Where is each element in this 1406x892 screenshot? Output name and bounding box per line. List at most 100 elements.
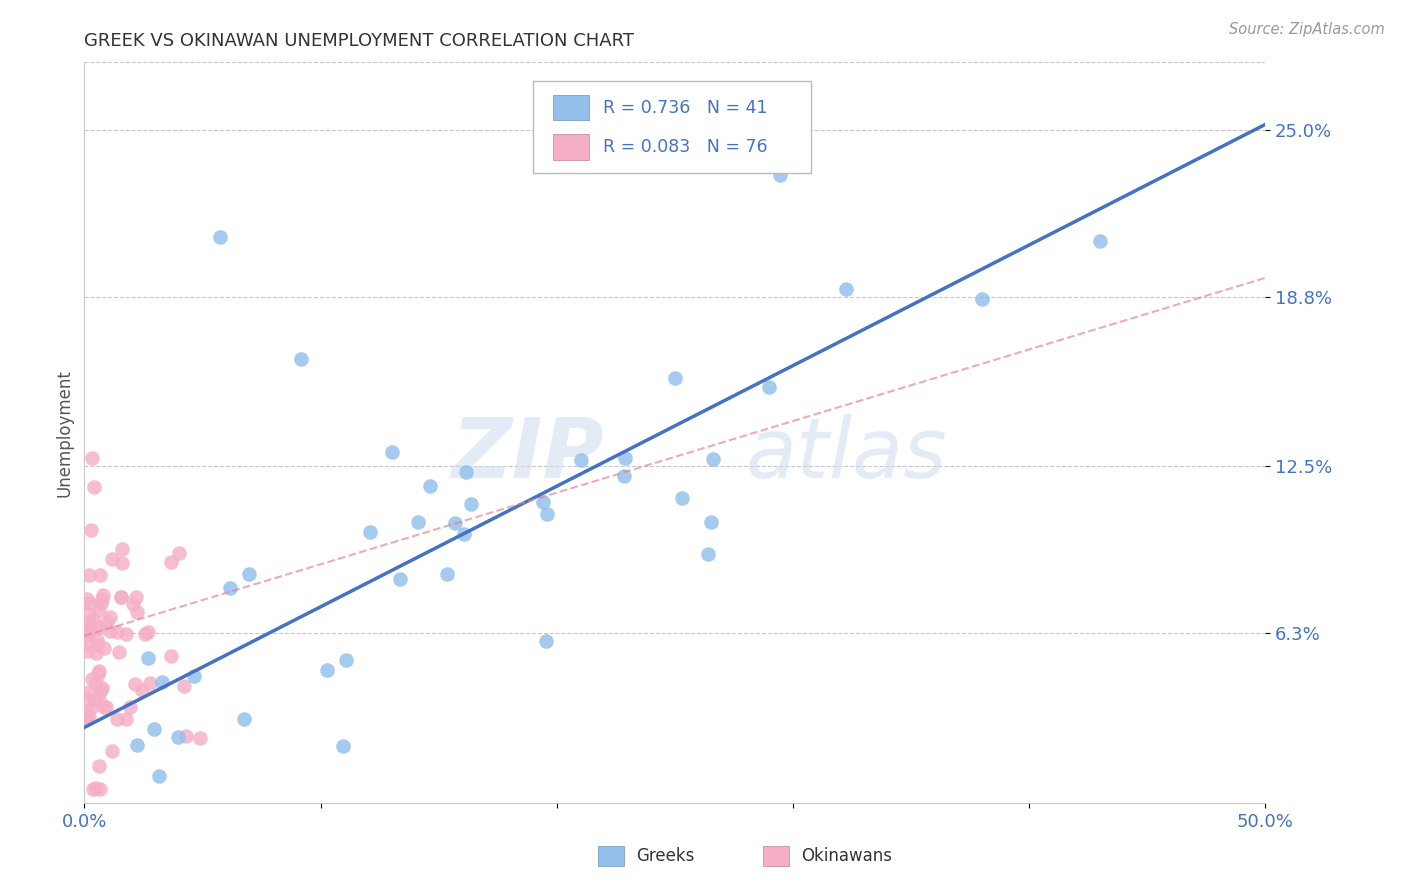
Point [87,665,110,679]
Text: R = 0.736   N = 41: R = 0.736 N = 41 [603,99,768,117]
Point [79,568,101,582]
Point [125,738,148,752]
Point [173,679,195,693]
Point [134,627,156,641]
Point [94,699,117,714]
Point [536,507,558,521]
Point [188,731,211,745]
Text: Source: ZipAtlas.com: Source: ZipAtlas.com [1229,22,1385,37]
Point [76,712,98,726]
Point [86,633,108,648]
Point [436,567,458,582]
Text: ZIP: ZIP [451,414,605,495]
Point [87,759,110,773]
Text: Okinawans: Okinawans [801,847,893,865]
Point [90,683,112,698]
Point [110,590,132,604]
Point [76,691,98,706]
Point [83,692,105,706]
Point [91,681,114,696]
Point [127,605,149,619]
Point [569,452,592,467]
Point [419,479,441,493]
Point [101,552,124,566]
Point [86,638,108,652]
FancyBboxPatch shape [598,846,624,866]
Point [671,491,693,505]
Text: Greeks: Greeks [636,847,695,865]
Point [79,624,101,639]
Point [531,495,554,509]
Point [136,625,159,640]
Point [332,739,354,753]
Point [131,683,153,698]
Point [208,230,231,244]
Point [108,645,131,659]
Point [381,445,404,459]
Point [406,515,429,529]
Point [82,672,104,686]
Point [150,674,173,689]
Point [91,588,114,602]
Point [169,546,191,560]
Point [124,677,146,691]
Point [98,610,121,624]
Point [534,634,557,648]
Point [79,684,101,698]
Point [1088,234,1111,248]
Point [79,616,101,631]
Point [87,692,110,706]
Point [89,782,111,797]
Point [105,625,128,640]
Point [613,468,636,483]
Point [83,480,105,494]
Point [697,547,720,561]
Point [970,292,993,306]
FancyBboxPatch shape [533,81,811,173]
Point [758,380,780,394]
Point [454,465,477,479]
Point [76,644,98,658]
Point [122,597,145,611]
Point [80,523,103,537]
Point [89,621,111,635]
Text: R = 0.083   N = 76: R = 0.083 N = 76 [603,137,768,156]
Point [120,699,142,714]
Point [111,556,134,570]
Point [444,516,467,530]
Point [77,596,100,610]
Point [115,712,138,726]
Point [82,451,104,466]
FancyBboxPatch shape [553,134,589,160]
Text: GREEK VS OKINAWAN UNEMPLOYMENT CORRELATION CHART: GREEK VS OKINAWAN UNEMPLOYMENT CORRELATI… [84,32,634,50]
Point [664,371,686,385]
Point [835,281,858,295]
Point [82,782,104,797]
Point [335,653,357,667]
FancyBboxPatch shape [763,846,789,866]
Point [359,524,381,539]
Point [93,640,115,655]
Point [160,555,183,569]
Point [316,663,339,677]
Point [79,607,101,621]
Point [174,729,197,743]
Point [84,646,107,660]
Point [139,676,162,690]
Point [460,497,482,511]
Point [84,675,107,690]
Point [183,669,205,683]
Point [105,712,128,726]
Point [91,592,114,607]
Point [111,541,134,556]
Point [232,712,254,726]
Point [769,168,792,182]
Point [89,568,111,582]
Y-axis label: Unemployment: Unemployment [55,368,73,497]
Point [219,581,242,595]
Point [100,744,122,758]
Point [143,723,166,737]
Point [290,351,312,366]
Point [389,572,412,586]
Point [98,624,121,639]
